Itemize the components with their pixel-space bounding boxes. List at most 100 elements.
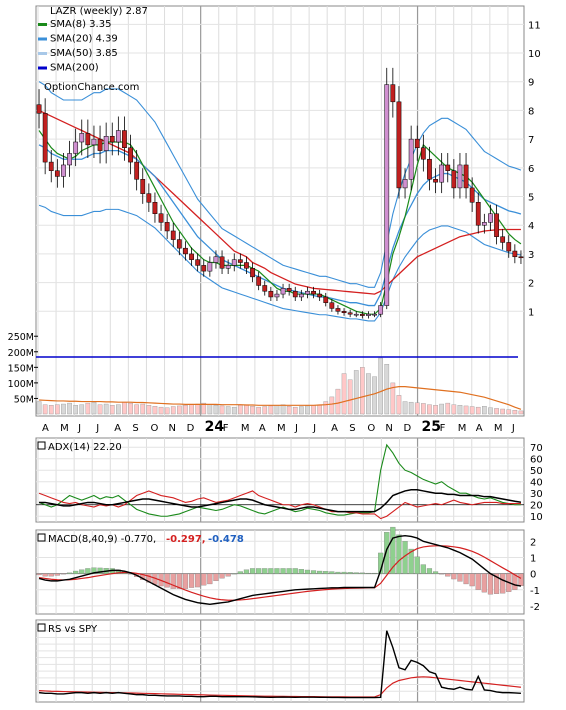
volume-axis-label: 250M [8,332,34,343]
candle-down [506,242,512,252]
volume-bar [256,406,261,415]
volume-bar [280,404,286,415]
candle-down [427,158,432,180]
macd-histogram-bar [170,573,176,589]
candle-up [274,293,280,298]
volume-bar [128,402,133,415]
rs-line [38,630,521,699]
rs-legend-box [37,623,46,632]
candle-down [97,138,103,151]
macd-histogram-bar [396,534,402,574]
candle-up [366,313,371,316]
x-month-label: M [277,423,286,434]
volume-bar [427,404,432,415]
macd-histogram-bar [286,568,292,574]
volume-bar [299,406,304,415]
volume-bar [225,406,231,415]
candle-up [79,133,85,143]
macd-histogram-bar [512,573,518,590]
candle-up [115,130,121,143]
watermark-text: OptionChance.com [44,82,139,93]
candle-down [36,104,42,114]
candle-down [311,290,316,295]
volume-bar [73,405,78,415]
volume-bar [305,405,310,415]
volume-bar [189,404,194,415]
volume-bar [164,407,170,415]
macd-histogram-bar [268,568,274,574]
legend-entry: SMA(8) 3.35 [50,19,111,30]
x-month-label: F [440,423,446,434]
legend-swatch [38,52,47,55]
macd-histogram-bar [317,570,323,574]
volume-bar [329,396,335,415]
volume-bar [317,404,322,415]
macd-histogram-bar [457,573,463,582]
macd-histogram-bar [493,573,500,594]
macd-histogram-bar [341,571,347,574]
x-month-label: A [42,423,49,434]
macd-y-tick-label: -1 [530,586,540,597]
volume-bar [268,405,274,415]
candle-down [500,236,506,243]
candle-up [457,164,463,189]
volume-bar [494,408,499,415]
candle-down [219,256,225,269]
x-month-label: S [349,423,355,434]
volume-bar [97,404,103,415]
macd-histogram-bar [518,573,524,586]
volume-bar [91,401,97,415]
macd-y-tick-label: 0 [530,570,536,581]
volume-bar [378,357,383,415]
candle-down [54,170,60,177]
candle-down [262,285,268,292]
volume-bar [238,405,243,415]
x-month-label: J [511,423,515,434]
volume-bar [475,406,481,415]
volume-bar [402,401,408,415]
candle-up [488,213,493,223]
candle-down [237,259,243,263]
candle-up [408,138,414,180]
macd-histogram-bar [42,573,48,577]
volume-bar [463,405,469,415]
macd-histogram-bar [97,567,103,574]
macd-title: MACD(8,40,9) -0.770, [48,534,156,545]
macd-histogram-bar [310,570,317,574]
legend-entry: SMA(200) [50,63,99,74]
volume-bar [48,405,54,415]
volume-bar [518,410,524,415]
macd-histogram-bar [48,573,54,577]
candle-down [268,290,274,298]
adx-y-tick-label: 60 [530,455,543,466]
candle-down [317,293,323,298]
volume-bar [219,405,225,415]
candle-up [91,138,97,146]
macd-y-tick-label: 1 [530,553,536,564]
volume-bar [457,405,463,415]
candle-down [414,138,420,148]
volume-bar [207,404,213,415]
adx-line [39,489,522,513]
macd-histogram-bar [164,573,170,588]
volume-bar [439,403,444,415]
volume-bar [61,403,66,415]
macd-histogram-bar [487,573,494,595]
x-month-label: N [169,423,176,434]
x-month-label: O [150,423,158,434]
macd-histogram-bar [243,569,250,574]
macd-histogram-bar [347,572,353,574]
x-month-label: A [114,423,121,434]
volume-bar [250,406,255,415]
volume-bar [433,405,438,415]
adx-legend-box [37,441,46,450]
candle-down [329,302,335,309]
volume-bar [347,379,353,415]
price-panel-frame [35,5,525,417]
adx-y-tick-label: 70 [530,443,543,454]
macd-histogram-bar [207,573,213,585]
candle-down [195,259,201,266]
macd-histogram-bar [304,569,311,574]
volume-bar [366,373,371,415]
volume-bar [311,405,316,415]
